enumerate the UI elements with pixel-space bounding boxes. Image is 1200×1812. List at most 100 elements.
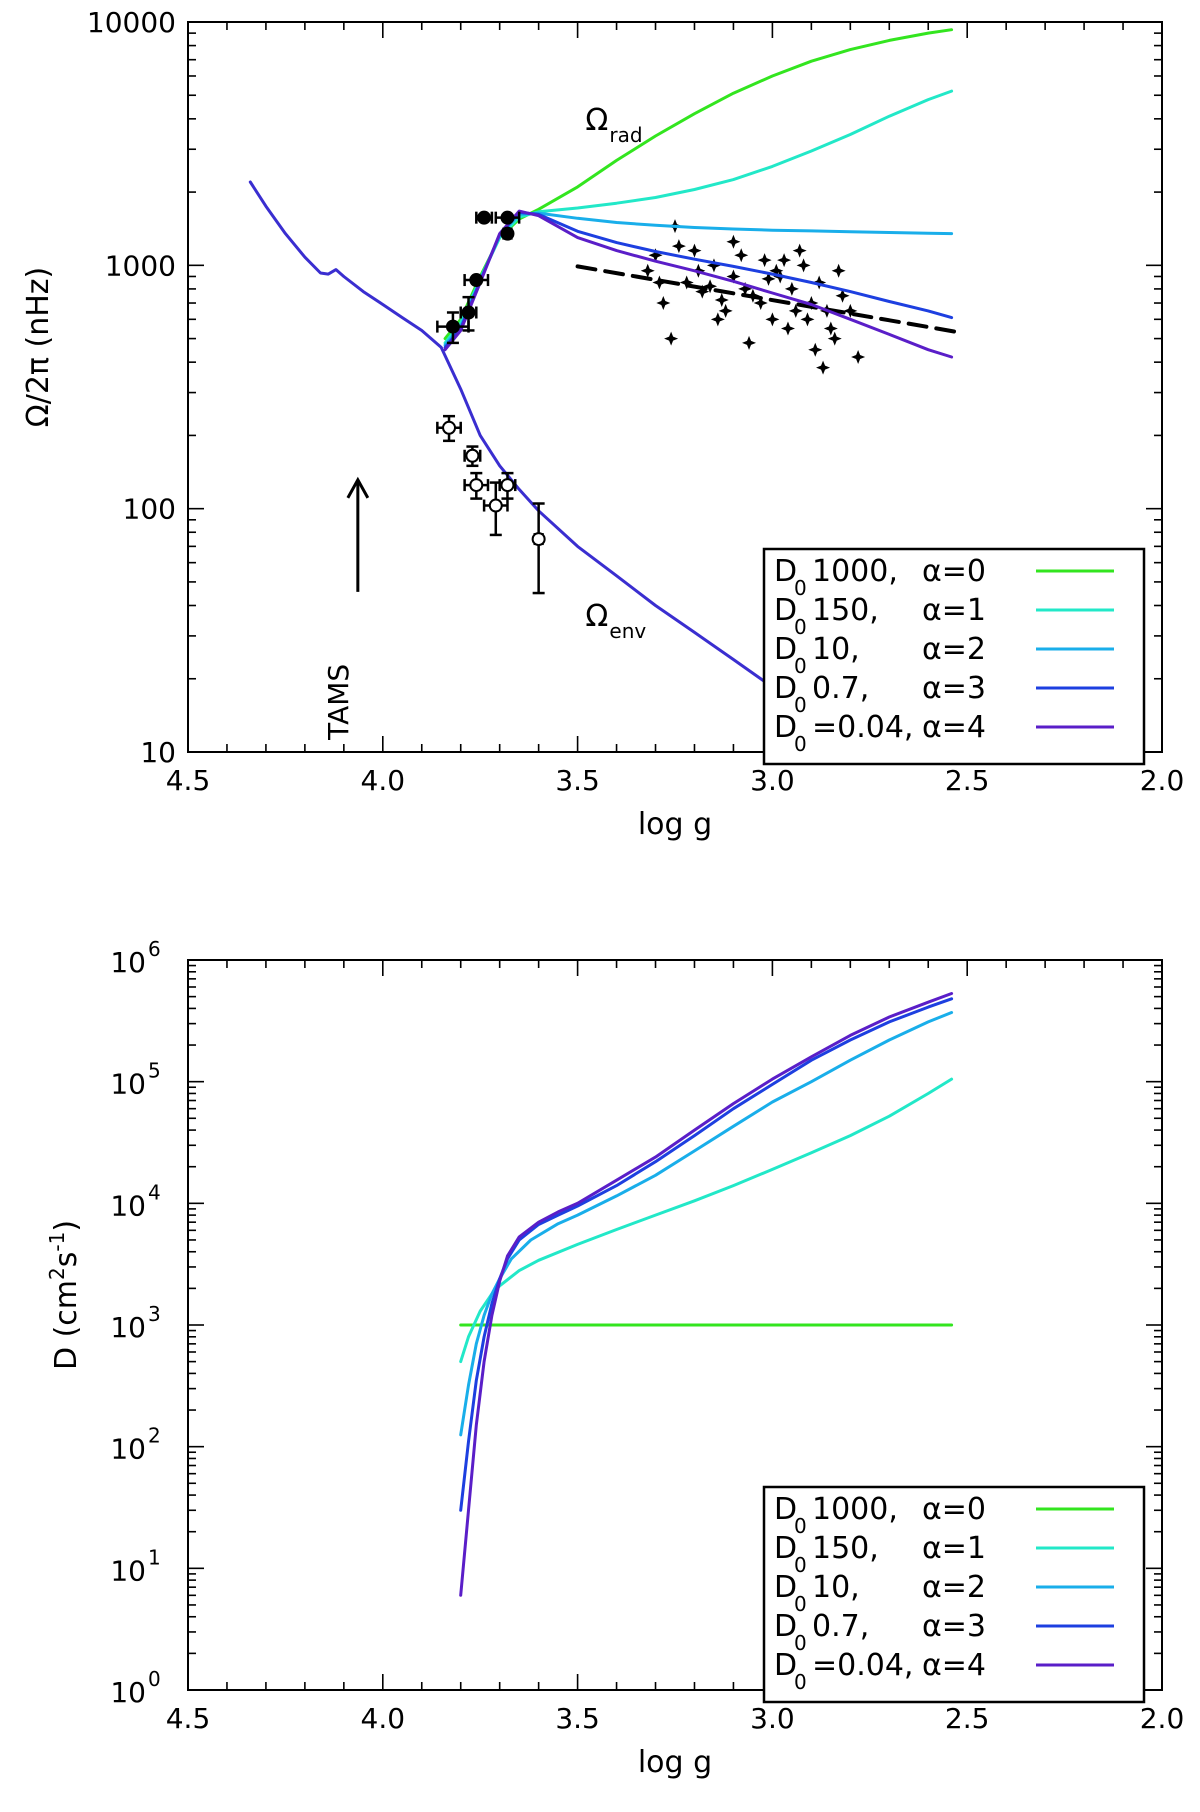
y-tick-exponent: 1 [148, 1545, 161, 1569]
top-series-line [443, 209, 954, 359]
star-data-point [800, 312, 815, 327]
bottom-y-tick-label: 10 6 [110, 937, 160, 979]
legend-d-subscript: 0 [794, 654, 807, 678]
star-data-point [742, 335, 757, 350]
bottom-x-tick-label: 3.0 [750, 1702, 795, 1735]
legend-d-symbol: D [774, 1531, 797, 1566]
star-data-point [738, 281, 753, 296]
y-axis-label-part: s [49, 1252, 84, 1268]
filled-errorbar-point [463, 273, 490, 288]
filled-errorbar-point [500, 226, 515, 241]
star-data-point [714, 293, 729, 308]
legend-d-value: 10, [812, 632, 860, 667]
y-axis-label-part: 2 [45, 1267, 69, 1280]
top-y-tick-label: 10 [140, 736, 176, 769]
bottom-series-line [459, 1011, 954, 1437]
open-errorbar-point [531, 502, 546, 595]
star-data-point [835, 288, 850, 303]
star-data-point [831, 263, 846, 278]
bottom-legend-item: D0 =0.04, α=4 [774, 1648, 1114, 1694]
bottom-y-axis-label: D (cm2s-1) [45, 1220, 84, 1370]
top-legend-item: D0 1000, α=0 [774, 554, 1114, 600]
legend-d-symbol: D [774, 1609, 797, 1644]
bottom-x-tick-label: 2.5 [945, 1702, 990, 1735]
legend-alpha-label: α=4 [922, 1648, 986, 1683]
legend-d-symbol: D [774, 1648, 797, 1683]
bottom-x-axis-label: log g [638, 1745, 712, 1780]
bottom-x-tick-label: 4.0 [361, 1702, 406, 1735]
legend-alpha-label: α=3 [922, 1609, 986, 1644]
y-axis-label-part: D (cm [49, 1280, 84, 1370]
legend-d-subscript: 0 [794, 615, 807, 639]
open-errorbar-point [463, 445, 482, 468]
star-data-point [718, 303, 733, 318]
bottom-y-tick-label: 10 2 [110, 1424, 160, 1466]
star-data-point [784, 281, 799, 296]
y-tick-exponent: 4 [148, 1180, 161, 1204]
star-data-point [843, 303, 858, 318]
y-tick-base: 10 [110, 1068, 146, 1101]
omega-symbol: Ω [585, 103, 608, 138]
legend-d-subscript: 0 [794, 576, 807, 600]
top-x-tick-label: 4.5 [166, 764, 211, 797]
star-data-point [765, 312, 780, 327]
y-tick-exponent: 5 [148, 1059, 161, 1083]
legend-d-subscript: 0 [794, 1553, 807, 1577]
bottom-legend-item: D0 0.7, α=3 [774, 1609, 1114, 1655]
legend-alpha-label: α=2 [922, 1570, 986, 1605]
star-data-point [827, 331, 842, 346]
legend-d-subscript: 0 [794, 732, 807, 756]
star-data-point [652, 275, 667, 290]
top-series-line [248, 180, 891, 754]
star-data-point [679, 275, 694, 290]
bottom-series-line [459, 997, 954, 1512]
tams-arrow-head [346, 476, 370, 499]
top-y-tick-label: 100 [123, 493, 176, 526]
legend-d-value: 1000, [812, 1492, 898, 1527]
errorbar-marker [465, 448, 480, 463]
star-data-point [671, 239, 686, 254]
star-data-point [812, 275, 827, 290]
open-errorbar-point [482, 481, 509, 537]
top-y-tick-label: 10000 [87, 6, 176, 39]
errorbar-marker [442, 420, 457, 435]
top-legend-item: D0 10, α=2 [774, 632, 1114, 678]
legend-d-symbol: D [774, 554, 797, 589]
y-tick-base: 10 [110, 946, 146, 979]
star-data-point [648, 248, 663, 263]
star-data-point [664, 331, 679, 346]
y-axis-label-part: -1 [45, 1232, 69, 1252]
star-data-point [851, 350, 866, 365]
legend-d-symbol: D [774, 1492, 797, 1527]
bottom-legend-item: D0 150, α=1 [774, 1531, 1114, 1577]
star-data-point [792, 243, 807, 258]
legend-alpha-label: α=1 [922, 1531, 986, 1566]
legend-d-value: 0.7, [812, 1609, 869, 1644]
y-tick-base: 10 [110, 1433, 146, 1466]
legend-alpha-label: α=0 [922, 1492, 986, 1527]
legend-alpha-label: α=1 [922, 593, 986, 628]
legend-alpha-label: α=2 [922, 632, 986, 667]
legend-d-subscript: 0 [794, 693, 807, 717]
legend-d-symbol: D [774, 710, 797, 745]
top-legend-item: D0 150, α=1 [774, 593, 1114, 639]
star-data-point [695, 284, 710, 299]
star-data-point [640, 263, 655, 278]
legend-d-subscript: 0 [794, 1592, 807, 1616]
top-x-tick-label: 2.5 [945, 764, 990, 797]
star-data-point [761, 271, 776, 286]
filled-errorbar-point [436, 311, 470, 345]
legend-d-value: 150, [812, 593, 879, 628]
bottom-y-tick-label: 10 3 [110, 1302, 160, 1344]
y-tick-exponent: 6 [148, 937, 161, 961]
bottom-x-tick-label: 3.5 [555, 1702, 600, 1735]
bottom-legend-item: D0 1000, α=0 [774, 1492, 1114, 1538]
panel-rotation-rate: 4.5 4.0 3.5 3.0 2.5 2.0 log g 10 100 1000 10000 Ω/2… [21, 6, 1184, 842]
errorbar-marker [477, 210, 492, 225]
filled-errorbar-point [475, 210, 494, 225]
errorbar-marker [469, 478, 484, 493]
star-data-point [796, 258, 811, 273]
open-errorbar-point [436, 414, 462, 443]
